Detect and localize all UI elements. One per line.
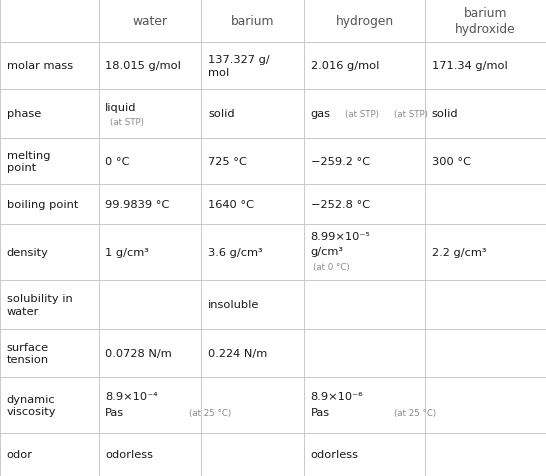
Text: liquid: liquid (105, 103, 137, 113)
Text: surface
tension: surface tension (7, 342, 49, 365)
Text: 3.6 g/cm³: 3.6 g/cm³ (208, 247, 263, 257)
Text: barium
hydroxide: barium hydroxide (455, 7, 516, 36)
Text: water: water (133, 15, 168, 28)
Text: (at 25 °C): (at 25 °C) (188, 408, 231, 417)
Text: melting
point: melting point (7, 150, 50, 173)
Text: gas: gas (311, 109, 331, 119)
Text: 1 g/cm³: 1 g/cm³ (105, 247, 149, 257)
Text: 2.2 g/cm³: 2.2 g/cm³ (431, 247, 486, 257)
Text: 8.99×10⁻⁵: 8.99×10⁻⁵ (311, 232, 371, 242)
Text: Pas: Pas (105, 407, 124, 417)
Text: odorless: odorless (105, 449, 153, 459)
Text: 8.9×10⁻⁶: 8.9×10⁻⁶ (311, 391, 363, 401)
Text: 0.224 N/m: 0.224 N/m (208, 348, 267, 358)
Text: 99.9839 °C: 99.9839 °C (105, 199, 170, 209)
Text: 8.9×10⁻⁴: 8.9×10⁻⁴ (105, 391, 158, 401)
Text: −259.2 °C: −259.2 °C (311, 157, 370, 167)
Text: (at STP): (at STP) (394, 110, 428, 119)
Text: dynamic
viscosity: dynamic viscosity (7, 394, 56, 416)
Text: 2.016 g/mol: 2.016 g/mol (311, 61, 379, 71)
Text: Pas: Pas (311, 407, 330, 417)
Text: solubility in
water: solubility in water (7, 294, 72, 316)
Text: 0.0728 N/m: 0.0728 N/m (105, 348, 172, 358)
Text: density: density (7, 247, 49, 257)
Text: g/cm³: g/cm³ (311, 246, 343, 256)
Text: (at STP): (at STP) (110, 118, 144, 127)
Text: (at 25 °C): (at 25 °C) (394, 408, 436, 417)
Text: insoluble: insoluble (208, 300, 259, 310)
Text: 300 °C: 300 °C (431, 157, 471, 167)
Text: 725 °C: 725 °C (208, 157, 247, 167)
Text: molar mass: molar mass (7, 61, 73, 71)
Text: 171.34 g/mol: 171.34 g/mol (431, 61, 507, 71)
Text: 0 °C: 0 °C (105, 157, 130, 167)
Text: odorless: odorless (311, 449, 359, 459)
Text: boiling point: boiling point (7, 199, 78, 209)
Text: 137.327 g/
mol: 137.327 g/ mol (208, 55, 270, 78)
Text: hydrogen: hydrogen (335, 15, 394, 28)
Text: 1640 °C: 1640 °C (208, 199, 254, 209)
Text: phase: phase (7, 109, 41, 119)
Text: −252.8 °C: −252.8 °C (311, 199, 370, 209)
Text: odor: odor (7, 449, 33, 459)
Text: barium: barium (231, 15, 275, 28)
Text: (at 0 °C): (at 0 °C) (313, 262, 349, 271)
Text: (at STP): (at STP) (345, 110, 379, 119)
Text: solid: solid (208, 109, 235, 119)
Text: solid: solid (431, 109, 458, 119)
Text: 18.015 g/mol: 18.015 g/mol (105, 61, 181, 71)
